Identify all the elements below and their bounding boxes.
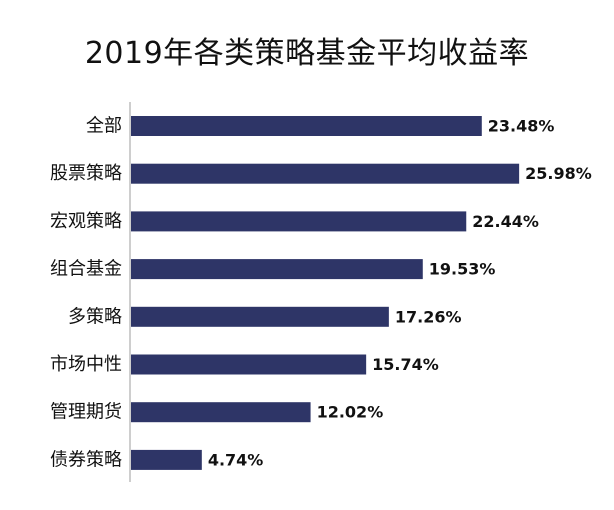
value-label: 15.74% — [372, 355, 439, 374]
bar — [131, 259, 423, 280]
value-label: 25.98% — [525, 164, 592, 183]
bar — [131, 163, 520, 184]
value-label: 19.53% — [429, 260, 496, 279]
value-label: 23.48% — [488, 117, 555, 136]
category-label: 市场中性 — [50, 354, 122, 375]
value-label: 17.26% — [395, 307, 462, 326]
bar — [131, 402, 311, 423]
value-label: 4.74% — [208, 450, 264, 469]
category-label: 债券策略 — [50, 449, 122, 470]
value-label: 22.44% — [472, 212, 539, 231]
chart-title: 2019年各类策略基金平均收益率 — [84, 36, 530, 71]
bar — [131, 449, 202, 470]
value-label: 12.02% — [317, 403, 384, 422]
bar — [131, 354, 367, 375]
category-label: 全部 — [86, 116, 122, 137]
category-label: 管理期货 — [50, 402, 122, 423]
category-label: 宏观策略 — [50, 211, 122, 232]
category-label: 股票策略 — [50, 163, 122, 184]
bar — [131, 306, 389, 327]
category-label: 组合基金 — [50, 259, 122, 280]
bar — [131, 211, 467, 232]
bar — [131, 116, 482, 136]
category-label: 多策略 — [68, 306, 122, 327]
